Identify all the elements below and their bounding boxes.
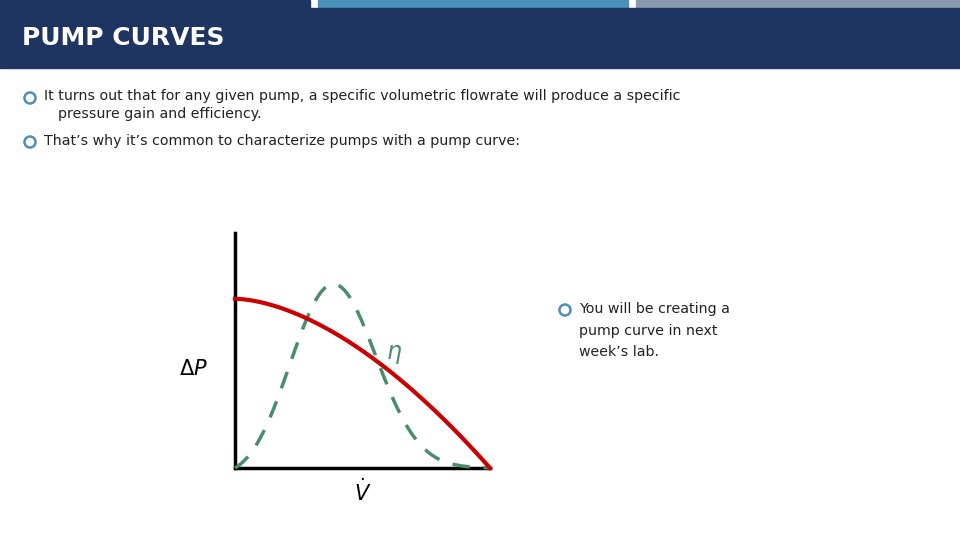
Text: That’s why it’s common to characterize pumps with a pump curve:: That’s why it’s common to characterize p…: [44, 134, 520, 148]
Bar: [636, 0, 960, 8]
Text: PUMP CURVES: PUMP CURVES: [22, 26, 225, 50]
Text: You will be creating a
pump curve in next
week’s lab.: You will be creating a pump curve in nex…: [579, 302, 730, 360]
Bar: [318, 0, 628, 8]
Text: It turns out that for any given pump, a specific volumetric flowrate will produc: It turns out that for any given pump, a …: [44, 89, 681, 103]
Text: $\eta$: $\eta$: [386, 342, 402, 366]
Text: pressure gain and efficiency.: pressure gain and efficiency.: [58, 107, 262, 121]
Text: $\dot{V}$: $\dot{V}$: [353, 478, 372, 505]
Bar: [0, 8, 960, 68]
Text: $\Delta P$: $\Delta P$: [179, 359, 207, 379]
Bar: [0, 0, 310, 8]
